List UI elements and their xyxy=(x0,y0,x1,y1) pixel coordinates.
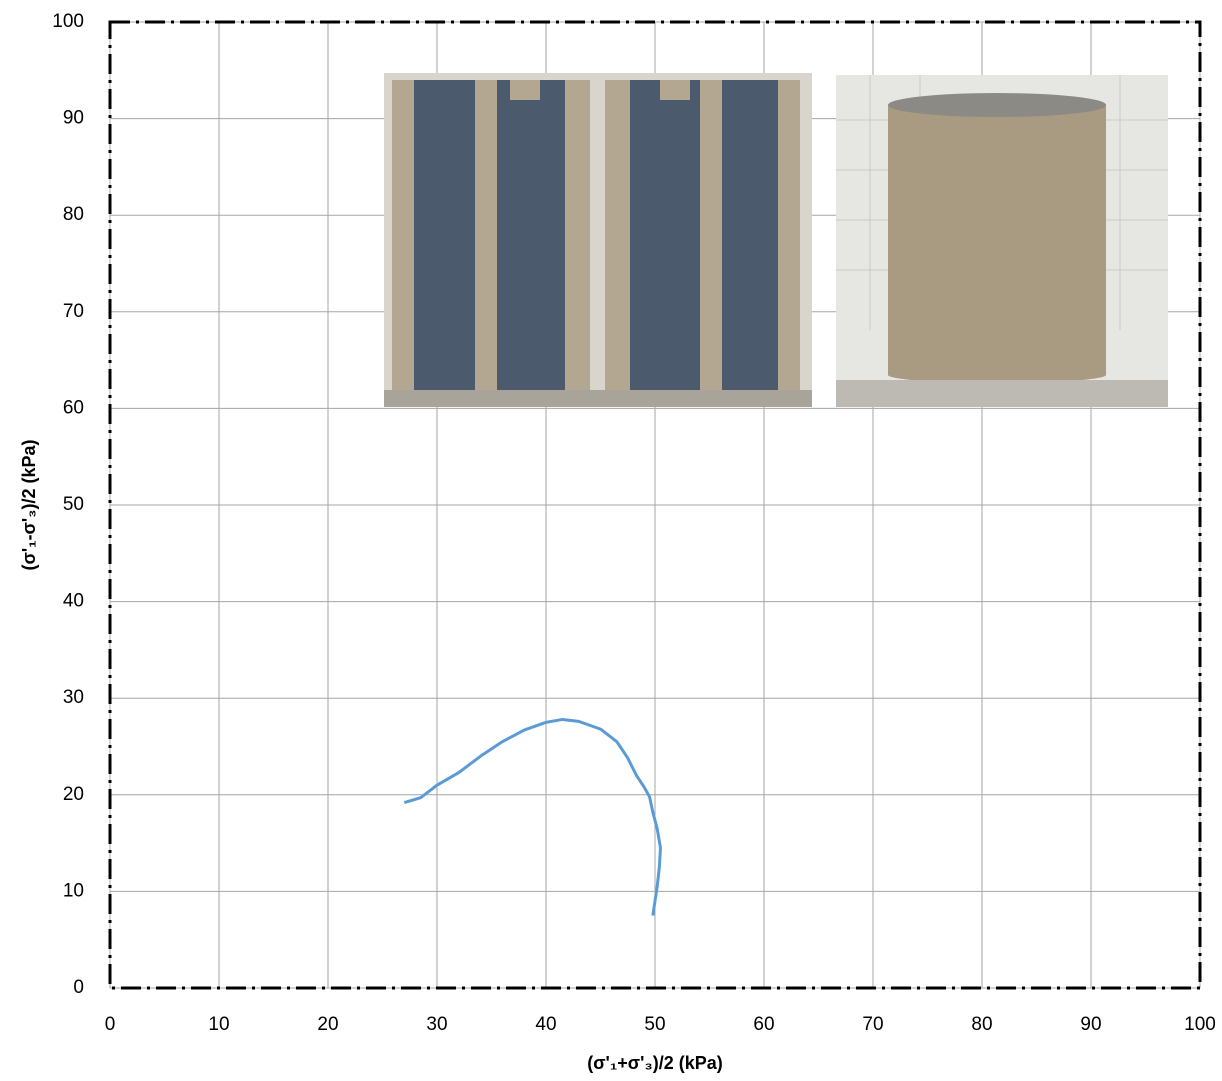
y-tick-label: 30 xyxy=(63,687,84,708)
x-tick-label: 80 xyxy=(971,1014,992,1035)
y-tick-label: 90 xyxy=(63,108,84,129)
x-tick-label: 20 xyxy=(317,1014,338,1035)
x-tick-label: 0 xyxy=(105,1014,116,1035)
y-tick-label: 50 xyxy=(63,494,84,515)
y-tick-label: 70 xyxy=(63,301,84,322)
plot-frame xyxy=(108,20,1202,990)
y-tick-label: 10 xyxy=(63,880,84,901)
y-tick-label: 60 xyxy=(63,397,84,418)
x-tick-label: 40 xyxy=(535,1014,556,1035)
data-line xyxy=(403,717,662,916)
x-tick-label: 30 xyxy=(426,1014,447,1035)
x-tick-label: 10 xyxy=(208,1014,229,1035)
x-tick-label: 100 xyxy=(1184,1014,1216,1035)
y-tick-label: 0 xyxy=(73,977,84,998)
x-tick-label: 70 xyxy=(862,1014,883,1035)
x-tick-label: 90 xyxy=(1080,1014,1101,1035)
y-axis-title: (σ'₁-σ'₃)/2 (kPa) xyxy=(19,440,39,571)
y-tick-label: 40 xyxy=(63,591,84,612)
x-axis-title: (σ'₁+σ'₃)/2 (kPa) xyxy=(587,1053,722,1073)
photo-cut-specimen xyxy=(384,73,812,407)
y-tick-label: 80 xyxy=(63,204,84,225)
x-tick-label: 50 xyxy=(644,1014,665,1035)
y-tick-label: 100 xyxy=(52,11,84,32)
y-tick-label: 20 xyxy=(63,784,84,805)
photo-intact-specimen xyxy=(836,75,1168,407)
x-tick-label: 60 xyxy=(753,1014,774,1035)
